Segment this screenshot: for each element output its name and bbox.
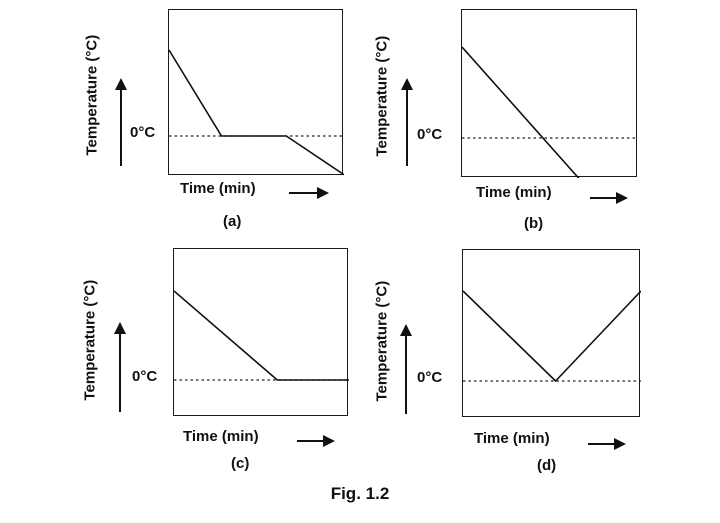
plot-svg: [462, 46, 638, 178]
y-axis-label: Temperature (°C): [373, 280, 391, 402]
y-tick-zero-label: 0°C: [130, 124, 156, 141]
plot-svg: [174, 290, 349, 381]
panel-label: (d): [537, 457, 557, 474]
plot-area: [173, 248, 349, 416]
y-axis-arrow: [114, 322, 126, 412]
plot-area: [461, 9, 638, 178]
x-axis-label: Time (min): [476, 184, 552, 201]
panel-label: (b): [524, 215, 544, 232]
y-axis-label: Temperature (°C): [83, 34, 101, 156]
y-tick-zero-label: 0°C: [132, 368, 158, 385]
plot-area: [462, 249, 641, 417]
y-tick-zero-label: 0°C: [417, 126, 443, 143]
panel-label: (a): [223, 213, 242, 230]
y-axis-arrow: [401, 78, 413, 166]
x-axis-arrow: [590, 192, 628, 204]
x-axis-label: Time (min): [474, 430, 550, 447]
temperature-series-line: [463, 290, 641, 382]
temperature-series-line: [174, 290, 349, 381]
y-tick-zero-label: 0°C: [417, 369, 443, 386]
temperature-series-line: [462, 46, 580, 178]
x-axis-arrow: [297, 435, 335, 447]
x-axis-label: Time (min): [180, 180, 256, 197]
plot-svg: [463, 290, 641, 382]
y-axis-label: Temperature (°C): [373, 35, 391, 157]
y-axis-arrow: [400, 324, 412, 414]
y-axis-label: Temperature (°C): [81, 279, 99, 401]
plot-area: [168, 9, 344, 176]
panel-label: (c): [231, 455, 250, 472]
y-axis-arrow: [115, 78, 127, 166]
plot-svg: [169, 49, 344, 176]
temperature-series-line: [169, 49, 344, 176]
x-axis-arrow: [588, 438, 626, 450]
x-axis-arrow: [289, 187, 329, 199]
figure-caption: Fig. 1.2: [330, 484, 390, 503]
x-axis-label: Time (min): [183, 428, 259, 445]
